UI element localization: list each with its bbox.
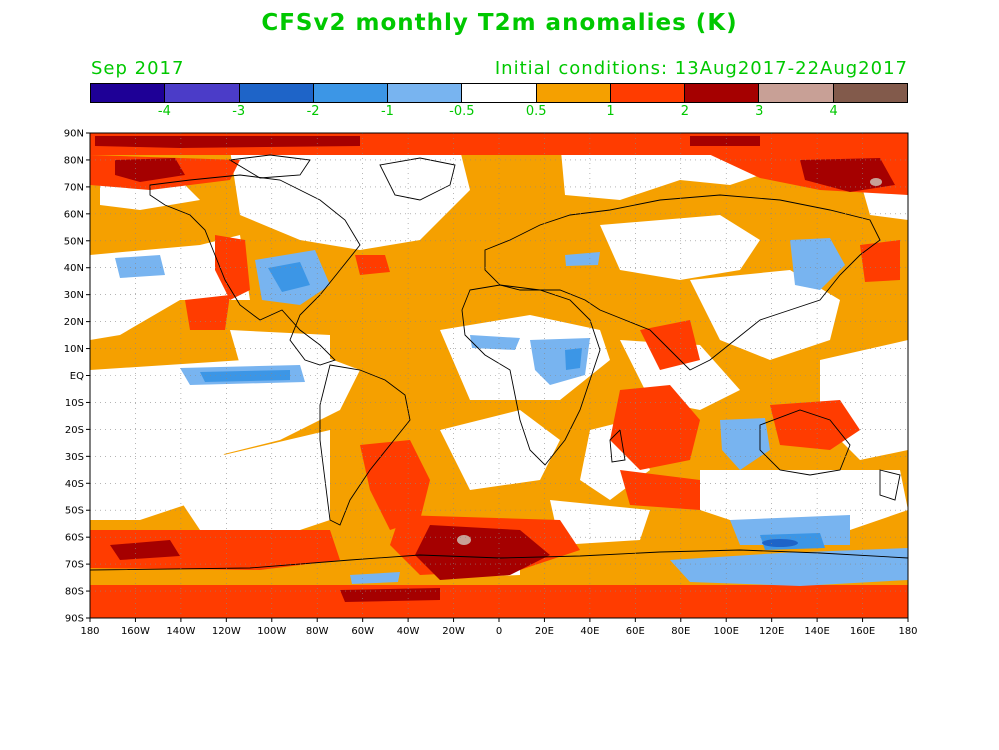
latitude-label: 50N: [64, 236, 84, 247]
longitude-label: 60E: [626, 626, 645, 637]
colorbar-label: -4: [157, 104, 171, 119]
longitude-label: 120W: [212, 626, 241, 637]
colorbar-label: 4: [829, 104, 838, 119]
latitude-label: 10S: [65, 398, 84, 409]
colorbar-label: -0.5: [449, 104, 475, 119]
colorbar-label: 2: [680, 104, 690, 119]
forecast-month: Sep 2017: [91, 58, 185, 79]
longitude-labels: 180 160W 140W 120W 100W 80W 60W 40W 20W 0 20E 40E 60…: [80, 626, 917, 637]
latitude-label: 40S: [65, 479, 84, 490]
latitude-labels: 90N 80N 70N 60N 50N 40N 30N 20N 10N EQ 10S 20S 30S 40…: [64, 129, 84, 625]
colorbar-segment: [685, 84, 760, 102]
longitude-label: 140W: [166, 626, 195, 637]
colorbar-segment: [165, 84, 240, 102]
longitude-label: 0: [496, 626, 502, 637]
latitude-label: 30S: [65, 452, 84, 463]
map-title: CFSv2 monthly T2m anomalies (K): [261, 10, 738, 36]
colorbar-segment: [610, 84, 686, 102]
colorbar-segment: [759, 84, 834, 102]
longitude-label: 180: [80, 626, 99, 637]
colorbar-label: 0.5: [525, 104, 547, 119]
longitude-label: 120E: [759, 626, 784, 637]
latitude-label: 20N: [64, 317, 84, 328]
colorbar-labels: -4 -3 -2 -1 -0.5 0.5 1 2 3 4: [90, 104, 908, 122]
latitude-label: 40N: [64, 263, 84, 274]
latitude-label: 60N: [64, 209, 84, 220]
latitude-label: 10N: [64, 344, 84, 355]
colorbar-segment: [313, 84, 389, 102]
colorbar-segment: [462, 84, 537, 102]
longitude-label: 20W: [442, 626, 465, 637]
longitude-label: 160E: [850, 626, 875, 637]
colorbar-label: -2: [306, 104, 320, 119]
colorbar-label: -3: [232, 104, 246, 119]
longitude-label: 100E: [714, 626, 739, 637]
latitude-label: 30N: [64, 290, 84, 301]
colorbar-segment: [833, 84, 907, 102]
latitude-label: 90N: [64, 129, 84, 140]
longitude-label: 100W: [257, 626, 286, 637]
longitude-label: 60W: [351, 626, 374, 637]
colorbar: [90, 83, 908, 103]
longitude-label: 20E: [535, 626, 554, 637]
latitude-label: 70S: [65, 560, 84, 571]
axis-ticks: [86, 132, 909, 622]
longitude-label: 40W: [397, 626, 420, 637]
latitude-label: 80S: [65, 587, 84, 598]
graticule: [90, 133, 908, 618]
latitude-label: 50S: [65, 506, 84, 517]
longitude-label: 160W: [121, 626, 150, 637]
colorbar-segment: [91, 84, 166, 102]
latitude-label: 80N: [64, 155, 84, 166]
colorbar-label: 3: [755, 104, 764, 119]
colorbar-segment: [388, 84, 463, 102]
longitude-label: 40E: [580, 626, 599, 637]
colorbar-segment: [536, 84, 611, 102]
latitude-label: 90S: [65, 614, 84, 625]
longitude-label: 80W: [306, 626, 329, 637]
latitude-label: EQ: [70, 371, 84, 382]
colorbar-label: -1: [380, 104, 394, 119]
initial-conditions: Initial conditions: 13Aug2017-22Aug2017: [494, 58, 908, 79]
longitude-label: 180: [898, 626, 917, 637]
longitude-label: 140E: [804, 626, 829, 637]
latitude-label: 70N: [64, 182, 84, 193]
colorbar-label: 1: [606, 104, 615, 119]
longitude-label: 80E: [671, 626, 690, 637]
latitude-label: 20S: [65, 425, 84, 436]
colorbar-segment: [239, 84, 314, 102]
latitude-label: 60S: [65, 533, 84, 544]
